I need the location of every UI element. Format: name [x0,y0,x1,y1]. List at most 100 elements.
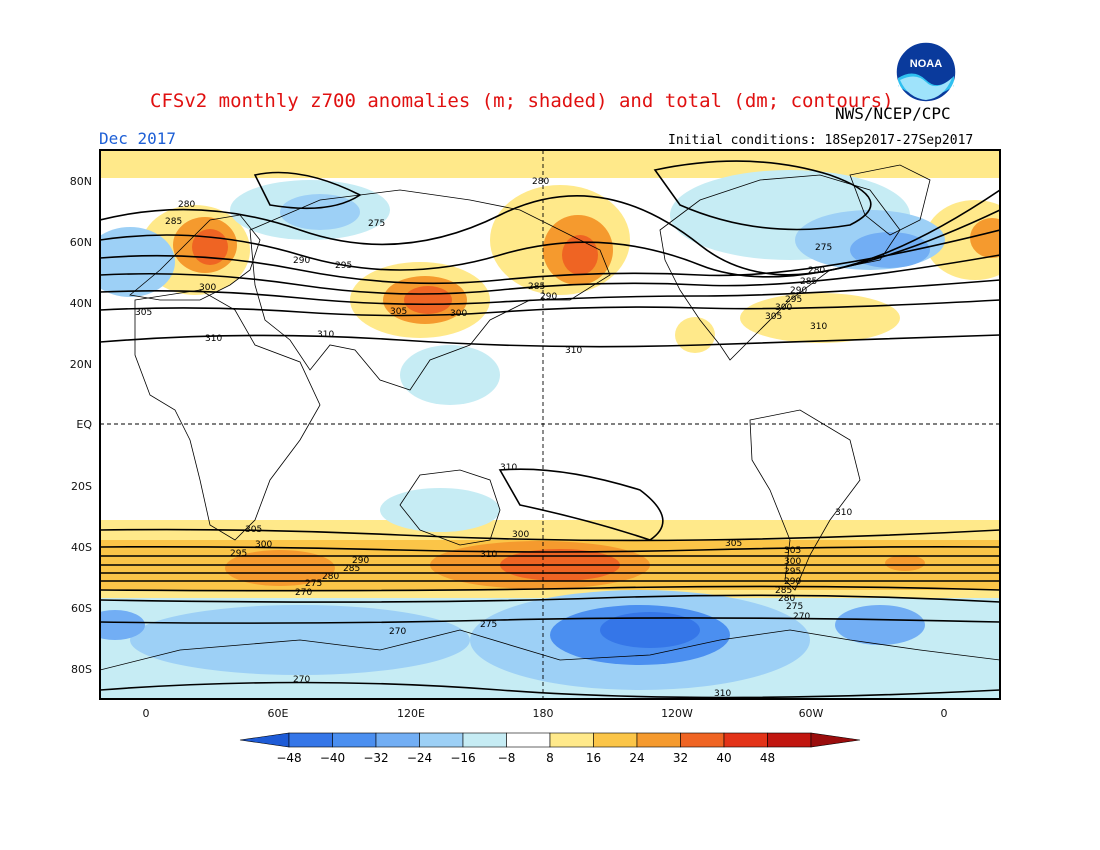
svg-text:300: 300 [775,303,792,313]
svg-text:310: 310 [317,330,334,340]
svg-text:275: 275 [480,620,497,630]
svg-text:275: 275 [786,602,803,612]
svg-text:300: 300 [199,283,216,293]
svg-text:290: 290 [352,556,369,566]
anomaly-shading [100,150,1000,699]
svg-text:310: 310 [810,322,827,332]
lon-label: 60W [799,707,824,720]
map-frame [99,149,1001,700]
svg-text:280: 280 [322,572,339,582]
colorbar-tick-label: 48 [760,751,775,765]
svg-text:275: 275 [815,243,832,253]
lat-label: 60N [70,236,92,249]
lat-label: 80N [70,175,92,188]
colorbar-tick-label: −24 [407,751,432,765]
colorbar-swatch [549,732,594,748]
lon-label: 0 [143,707,150,720]
reference-lines [100,150,1000,699]
lon-axis: 0 60E 120E 180 120W 60W 0 [143,707,948,720]
colorbar-swatch [288,732,333,748]
svg-text:305: 305 [725,539,742,549]
svg-text:310: 310 [205,334,222,344]
colorbar-swatch [767,732,812,748]
colorbar-swatch [723,732,768,748]
colorbar-swatch [680,732,725,748]
lat-label: EQ [76,418,92,431]
colorbar-arrow-right [810,732,861,748]
svg-text:280: 280 [178,200,195,210]
lat-label: 80S [71,663,92,676]
colorbar-tick-label: 16 [586,751,601,765]
colorbar-tick-label: 24 [629,751,644,765]
svg-text:295: 295 [335,261,352,271]
colorbar-swatch [375,732,420,748]
svg-text:280: 280 [532,177,549,187]
lon-label: 120W [661,707,693,720]
svg-text:270: 270 [295,588,312,598]
svg-text:310: 310 [565,346,582,356]
colorbar-tick-label: −16 [450,751,475,765]
svg-text:285: 285 [528,282,545,292]
colorbar-tick-label: −32 [363,751,388,765]
colorbar: −48 −40 −32 −24 −16 −8 8 16 24 32 40 48 [239,732,861,765]
svg-text:285: 285 [165,217,182,227]
lon-label: 120E [397,707,425,720]
colorbar-tick-label: 40 [716,751,731,765]
svg-text:300: 300 [450,309,467,319]
svg-text:295: 295 [784,567,801,577]
coastlines [100,164,1000,671]
svg-text:290: 290 [293,256,310,266]
svg-text:285: 285 [343,564,360,574]
svg-text:290: 290 [784,577,801,587]
svg-text:310: 310 [835,508,852,518]
lat-label: 60S [71,602,92,615]
svg-text:285: 285 [800,277,817,287]
colorbar-swatch [332,732,377,748]
colorbar-tick-label: −8 [498,751,516,765]
svg-text:270: 270 [793,612,810,622]
svg-text:285: 285 [775,586,792,596]
lon-label: 0 [941,707,948,720]
initial-conditions: Initial conditions: 18Sep2017-27Sep2017 [668,133,974,148]
lat-label: 40S [71,541,92,554]
svg-text:305: 305 [390,307,407,317]
svg-text:310: 310 [714,689,731,699]
svg-text:280: 280 [778,594,795,604]
svg-text:300: 300 [255,540,272,550]
contour-labels: 280 285 290 295 300 305 310 275 310 305 … [135,177,852,699]
colorbar-swatch [593,732,638,748]
forecast-month: Dec 2017 [99,129,177,148]
height-contours [100,160,1000,699]
svg-text:NOAA: NOAA [910,58,942,70]
svg-text:310: 310 [480,550,497,560]
svg-text:310: 310 [500,463,517,473]
svg-text:305: 305 [245,525,262,535]
svg-text:290: 290 [790,286,807,296]
svg-text:290: 290 [540,292,557,302]
colorbar-swatch [636,732,681,748]
lon-label: 180 [533,707,554,720]
colorbar-tick-label: 8 [546,751,554,765]
svg-text:295: 295 [785,295,802,305]
colorbar-swatch [506,732,551,748]
svg-text:270: 270 [389,627,406,637]
colorbar-tick-label: −40 [320,751,345,765]
svg-text:300: 300 [512,530,529,540]
svg-text:275: 275 [305,579,322,589]
lat-axis: 80N 60N 40N 20N EQ 20S 40S 60S 80S [70,175,93,676]
svg-text:275: 275 [368,219,385,229]
svg-text:270: 270 [293,675,310,685]
svg-text:300: 300 [784,557,801,567]
svg-text:305: 305 [135,308,152,318]
lon-label: 60E [268,707,289,720]
colorbar-tick-label: 32 [673,751,688,765]
colorbar-swatch [419,732,464,748]
agency-label: NWS/NCEP/CPC [835,104,951,123]
map-title: CFSv2 monthly z700 anomalies (m; shaded)… [150,90,894,112]
svg-text:295: 295 [230,549,247,559]
noaa-logo: NOAA [895,41,957,103]
colorbar-swatch [462,732,507,748]
lat-label: 20S [71,480,92,493]
lat-label: 20N [70,358,92,371]
